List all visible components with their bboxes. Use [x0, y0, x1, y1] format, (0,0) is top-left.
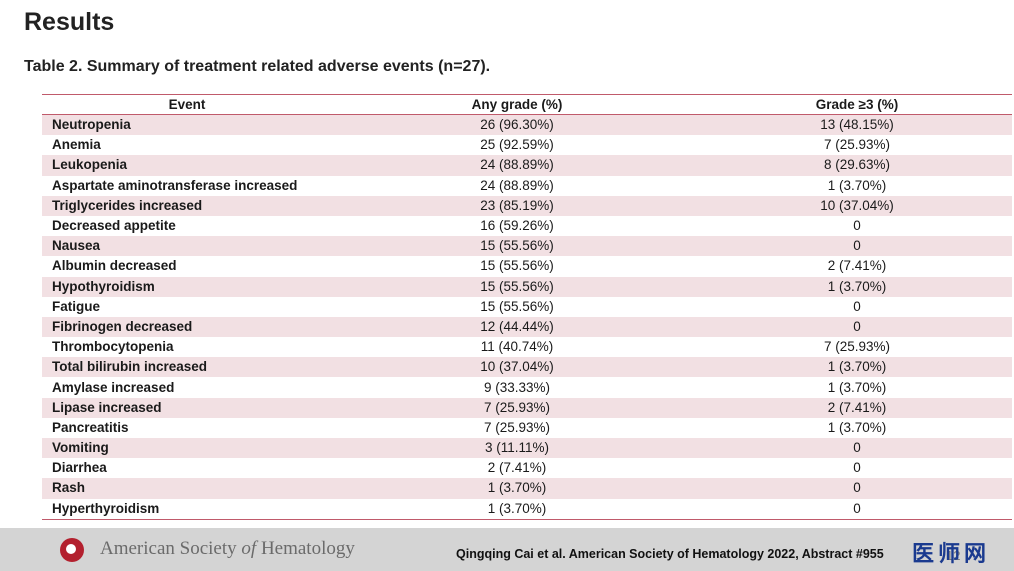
table-row: Aspartate aminotransferase increased 24 (… [42, 175, 1012, 196]
cell-event: Fibrinogen decreased [42, 316, 332, 338]
table-row: Fatigue 15 (55.56%) 0 [42, 296, 1012, 317]
footer-bar: American Society of Hematology Qingqing … [0, 528, 1014, 571]
table-row: Vomiting 3 (11.11%) 0 [42, 438, 1012, 459]
cell-grade-3: 0 [702, 215, 1012, 237]
cell-event: Aspartate aminotransferase increased [42, 175, 332, 196]
cell-grade-3: 1 (3.70%) [702, 417, 1012, 438]
table-row: Nausea 15 (55.56%) 0 [42, 236, 1012, 257]
cell-grade-3: 0 [702, 478, 1012, 499]
cell-event: Triglycerides increased [42, 195, 332, 216]
table-row: Hypothyroidism 15 (55.56%) 1 (3.70%) [42, 276, 1012, 297]
cell-grade-3: 2 (7.41%) [702, 256, 1012, 277]
cell-any-grade: 15 (55.56%) [332, 236, 702, 257]
cell-event: Pancreatitis [42, 417, 332, 438]
table-header-row: Event Any grade (%) Grade ≥3 (%) [42, 95, 1012, 115]
cell-any-grade: 2 (7.41%) [332, 458, 702, 479]
cell-event: Nausea [42, 236, 332, 257]
cell-grade-3: 0 [702, 296, 1012, 317]
cell-grade-3: 2 (7.41%) [702, 397, 1012, 418]
cell-event: Vomiting [42, 438, 332, 459]
header-event: Event [42, 95, 332, 115]
table-row: Fibrinogen decreased 12 (44.44%) 0 [42, 316, 1012, 338]
cell-any-grade: 10 (37.04%) [332, 357, 702, 378]
header-any-grade: Any grade (%) [332, 95, 702, 115]
cell-event: Diarrhea [42, 458, 332, 479]
cell-grade-3: 0 [702, 498, 1012, 520]
table-row: Thrombocytopenia 11 (40.74%) 7 (25.93%) [42, 337, 1012, 358]
cell-grade-3: 1 (3.70%) [702, 357, 1012, 378]
cell-event: Fatigue [42, 296, 332, 317]
table-caption: Table 2. Summary of treatment related ad… [24, 58, 491, 75]
table-row: Amylase increased 9 (33.33%) 1 (3.70%) [42, 377, 1012, 398]
cell-any-grade: 1 (3.70%) [332, 478, 702, 499]
cell-any-grade: 7 (25.93%) [332, 417, 702, 438]
header-grade-3: Grade ≥3 (%) [702, 95, 1012, 115]
organization-name: American Society of Hematology [100, 538, 355, 559]
table-row: Rash 1 (3.70%) 0 [42, 478, 1012, 499]
table-row: Anemia 25 (92.59%) 7 (25.93%) [42, 135, 1012, 156]
table-row: Hyperthyroidism 1 (3.70%) 0 [42, 498, 1012, 520]
cell-any-grade: 15 (55.56%) [332, 296, 702, 317]
cell-grade-3: 7 (25.93%) [702, 135, 1012, 156]
cell-grade-3: 7 (25.93%) [702, 337, 1012, 358]
cell-event: Total bilirubin increased [42, 357, 332, 378]
cell-any-grade: 23 (85.19%) [332, 195, 702, 216]
cell-any-grade: 1 (3.70%) [332, 498, 702, 520]
table-row: Decreased appetite 16 (59.26%) 0 [42, 215, 1012, 237]
cell-event: Lipase increased [42, 397, 332, 418]
cell-grade-3: 0 [702, 458, 1012, 479]
cell-grade-3: 1 (3.70%) [702, 276, 1012, 297]
page-title: Results [24, 8, 115, 36]
cell-any-grade: 9 (33.33%) [332, 377, 702, 398]
cell-grade-3: 0 [702, 438, 1012, 459]
table-row: Triglycerides increased 23 (85.19%) 10 (37… [42, 195, 1012, 216]
cell-grade-3: 1 (3.70%) [702, 175, 1012, 196]
table-row: Total bilirubin increased 10 (37.04%) 1 (3… [42, 357, 1012, 378]
cell-any-grade: 16 (59.26%) [332, 215, 702, 237]
cell-any-grade: 26 (96.30%) [332, 114, 702, 136]
table-row: Neutropenia 26 (96.30%) 13 (48.15%) [42, 114, 1012, 136]
page-number: 12 [946, 548, 961, 563]
cell-event: Thrombocytopenia [42, 337, 332, 358]
cell-event: Hypothyroidism [42, 276, 332, 297]
cell-any-grade: 24 (88.89%) [332, 155, 702, 176]
cell-any-grade: 15 (55.56%) [332, 256, 702, 277]
cell-event: Neutropenia [42, 114, 332, 136]
cell-event: Amylase increased [42, 377, 332, 398]
cell-any-grade: 25 (92.59%) [332, 135, 702, 156]
cell-event: Anemia [42, 135, 332, 156]
cell-event: Leukopenia [42, 155, 332, 176]
cell-grade-3: 10 (37.04%) [702, 195, 1012, 216]
cell-grade-3: 1 (3.70%) [702, 377, 1012, 398]
cell-any-grade: 7 (25.93%) [332, 397, 702, 418]
cell-any-grade: 11 (40.74%) [332, 337, 702, 358]
cell-event: Albumin decreased [42, 256, 332, 277]
watermark: 医师网 [912, 541, 991, 566]
adverse-events-table: Event Any grade (%) Grade ≥3 (%) Neutrop… [42, 94, 1012, 520]
cell-any-grade: 24 (88.89%) [332, 175, 702, 196]
cell-event: Decreased appetite [42, 215, 332, 237]
table-row: Diarrhea 2 (7.41%) 0 [42, 458, 1012, 479]
cell-event: Hyperthyroidism [42, 498, 332, 520]
cell-any-grade: 12 (44.44%) [332, 316, 702, 338]
cell-event: Rash [42, 478, 332, 499]
table-row: Leukopenia 24 (88.89%) 8 (29.63%) [42, 155, 1012, 176]
table-row: Lipase increased 7 (25.93%) 2 (7.41%) [42, 397, 1012, 418]
cell-grade-3: 0 [702, 316, 1012, 338]
ash-logo-icon [60, 538, 84, 562]
cell-grade-3: 0 [702, 236, 1012, 257]
table-row: Pancreatitis 7 (25.93%) 1 (3.70%) [42, 417, 1012, 438]
cell-grade-3: 8 (29.63%) [702, 155, 1012, 176]
cell-any-grade: 3 (11.11%) [332, 438, 702, 459]
citation: Qingqing Cai et al. American Society of … [456, 547, 884, 561]
cell-any-grade: 15 (55.56%) [332, 276, 702, 297]
table-row: Albumin decreased 15 (55.56%) 2 (7.41%) [42, 256, 1012, 277]
cell-grade-3: 13 (48.15%) [702, 114, 1012, 136]
